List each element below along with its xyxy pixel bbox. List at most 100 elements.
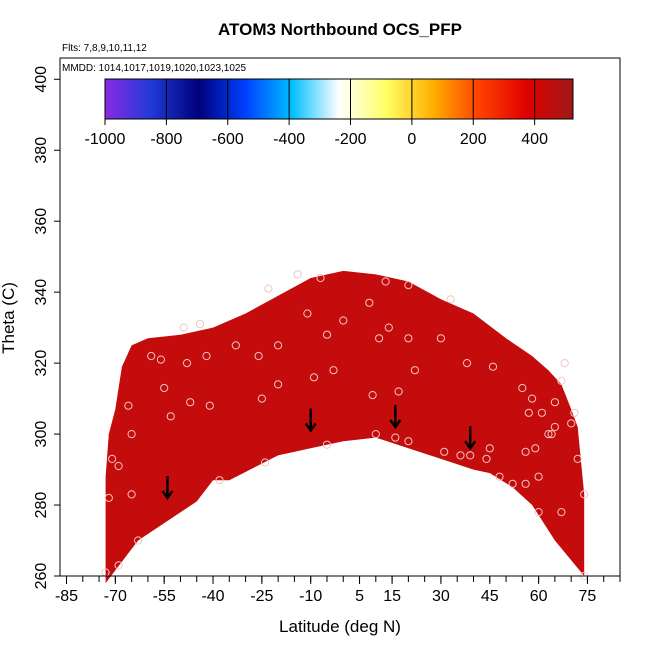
sample-point — [482, 454, 491, 463]
sample-point — [147, 351, 156, 361]
sample-point — [127, 490, 136, 499]
x-tick-label: -70 — [104, 588, 127, 605]
sample-point — [495, 472, 504, 481]
sample-point — [114, 461, 123, 471]
sample-point — [264, 284, 273, 293]
sample-point — [384, 323, 393, 332]
x-tick-label: 75 — [579, 588, 597, 605]
sample-point — [114, 561, 123, 570]
flights-label: Flts: 7,8,9,10,11,12 — [62, 43, 147, 54]
y-axis: 260 280 300 320 340 360 380 400 — [33, 66, 60, 590]
dates-label: MMDD: 1014,1017,1019,1020,1023,1025 — [62, 63, 246, 74]
colorbar: -1000 -800 -600 -400 -200 0 200 400 — [85, 78, 574, 148]
sample-point — [215, 476, 224, 485]
sample-point — [528, 394, 537, 403]
sample-point — [108, 454, 117, 463]
sample-point — [436, 334, 445, 343]
sample-point — [524, 408, 533, 417]
colorbar-tick-label: -1000 — [85, 131, 126, 148]
arrow-marker — [304, 408, 317, 433]
sample-point — [339, 316, 348, 325]
x-tick-label: 30 — [432, 588, 450, 605]
sample-point — [261, 458, 270, 467]
sample-point — [462, 359, 472, 368]
sample-point — [404, 334, 413, 343]
sample-point — [404, 281, 413, 290]
sample-point — [322, 440, 332, 449]
colorbar-tick-label: -400 — [273, 131, 305, 148]
sample-point — [440, 447, 449, 456]
x-tick-label: 5 — [355, 588, 364, 605]
y-tick-label: 280 — [33, 492, 50, 519]
sample-point — [127, 430, 136, 439]
sample-point — [557, 507, 566, 517]
sample-markers — [101, 270, 589, 581]
sample-point — [365, 298, 374, 307]
sample-point — [557, 376, 566, 385]
sample-point — [368, 391, 377, 400]
sample-point — [375, 334, 384, 343]
y-axis-label: Theta (C) — [0, 282, 18, 354]
sample-point — [205, 401, 214, 410]
arrow-markers — [161, 404, 477, 501]
sample-point — [550, 398, 560, 407]
arrow-marker — [389, 404, 402, 430]
sample-point — [274, 341, 283, 350]
sample-point — [104, 493, 113, 502]
chart-title: ATOM3 Northbound OCS_PFP — [218, 20, 462, 39]
x-tick-label: 45 — [481, 588, 499, 605]
sample-point — [195, 320, 205, 329]
x-tick-label: -10 — [299, 588, 322, 605]
sample-point — [485, 444, 494, 453]
sample-point — [182, 359, 192, 368]
sample-point — [309, 373, 319, 382]
sample-point — [508, 479, 517, 488]
arrow-head — [161, 490, 174, 501]
x-tick-label: 60 — [530, 588, 548, 605]
sample-point — [231, 341, 240, 350]
sample-point — [544, 430, 553, 439]
sample-point — [329, 366, 338, 375]
sample-point — [160, 383, 169, 393]
data-field — [105, 270, 585, 584]
x-tick-label: 15 — [383, 588, 401, 605]
sample-point — [547, 430, 556, 439]
y-tick-label: 320 — [33, 350, 50, 377]
sample-point — [322, 330, 332, 339]
sample-point — [466, 451, 475, 460]
sample-point — [570, 408, 579, 417]
colorbar-tick-label: 200 — [460, 131, 487, 148]
sample-point — [521, 479, 530, 488]
sample-point — [293, 270, 302, 279]
sample-point — [521, 447, 530, 456]
colorbar-tick-label: -200 — [334, 131, 366, 148]
sample-point — [518, 383, 527, 393]
colorbar-tick-label: 400 — [521, 131, 548, 148]
sample-point — [381, 277, 390, 286]
sample-point — [303, 309, 312, 318]
sample-point — [124, 401, 133, 410]
sample-point — [456, 451, 465, 460]
sample-point — [534, 507, 543, 517]
sample-point — [573, 454, 582, 463]
arrow-head — [464, 440, 477, 451]
sample-point — [166, 412, 175, 421]
field-area — [105, 270, 585, 584]
x-tick-label: -55 — [153, 588, 176, 605]
sample-point — [550, 422, 560, 432]
y-tick-label: 400 — [33, 66, 50, 93]
y-tick-label: 260 — [33, 563, 50, 590]
arrow-head — [389, 419, 402, 430]
sample-point — [531, 444, 540, 453]
sample-point — [567, 419, 576, 428]
sample-point — [560, 359, 569, 368]
sample-point — [446, 295, 455, 304]
sample-point — [202, 351, 211, 361]
y-tick-label: 380 — [33, 137, 50, 164]
x-axis: -85 -70 -55 -40 -25 -10 5 15 30 45 60 75 — [55, 576, 621, 605]
x-axis-label: Latitude (deg N) — [279, 617, 401, 636]
sample-point — [316, 273, 325, 283]
sample-point — [537, 408, 547, 417]
arrow-marker — [464, 426, 477, 451]
